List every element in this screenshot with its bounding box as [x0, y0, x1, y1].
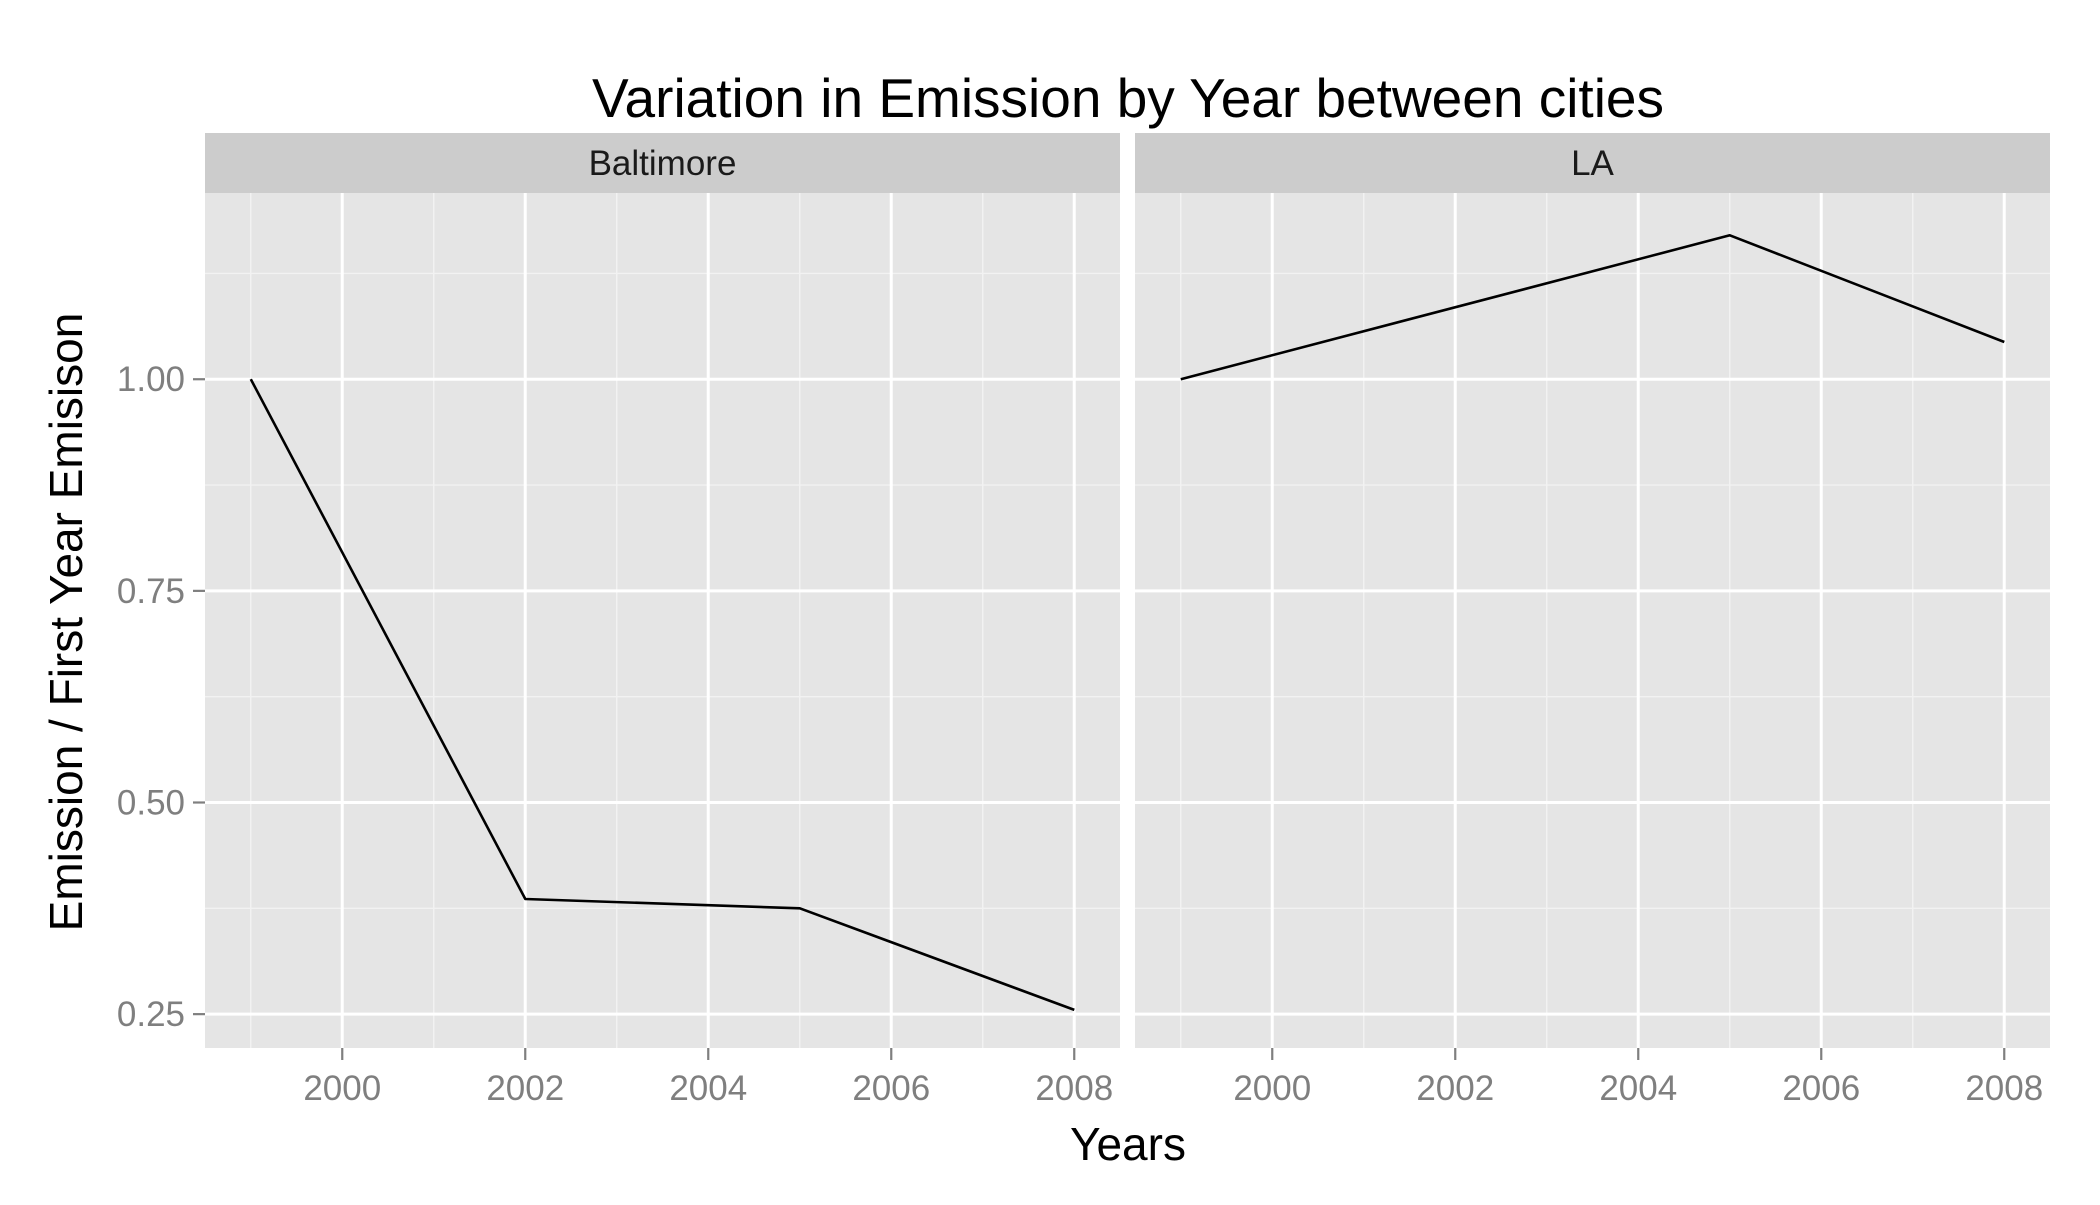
facet-panels: Baltimore 2000 2002 2004 2006 2008 LA 2000 2002 2… [205, 133, 2050, 1108]
chart-title: Variation in Emission by Year between ci… [592, 67, 1664, 129]
x-tick-label: 2004 [1599, 1069, 1677, 1108]
facet-panel-baltimore: Baltimore 2000 2002 2004 2006 2008 [205, 133, 1120, 1108]
x-tick-label: 2008 [1965, 1069, 2043, 1108]
facet-strip-label: LA [1571, 144, 1614, 183]
y-axis-title: Emission / First Year Emisison [40, 313, 92, 932]
y-axis: 0.25 0.50 0.75 1.00 [117, 360, 205, 1034]
plot-panel-background [205, 193, 1120, 1048]
plot-panel-background [1135, 193, 2050, 1048]
x-tick-label: 2006 [852, 1069, 930, 1108]
x-tick-label: 2008 [1035, 1069, 1113, 1108]
x-tick-label: 2000 [303, 1069, 381, 1108]
facet-strip-label: Baltimore [589, 144, 737, 183]
series-line-la [1180, 234, 2005, 381]
x-tick-label: 2006 [1782, 1069, 1860, 1108]
x-tick-label: 2004 [669, 1069, 747, 1108]
x-axis-title: Years [1070, 1118, 1186, 1170]
y-tick-label: 0.25 [117, 995, 185, 1034]
x-tick-label: 2002 [1416, 1069, 1494, 1108]
y-tick-label: 1.00 [117, 360, 185, 399]
y-tick-label: 0.75 [117, 572, 185, 611]
facet-strip [205, 133, 1120, 193]
facet-panel-la: LA 2000 2002 2004 2006 2008 [1135, 133, 2050, 1108]
y-tick-label: 0.50 [117, 784, 185, 823]
x-tick-label: 2002 [486, 1069, 564, 1108]
x-tick-label: 2000 [1233, 1069, 1311, 1108]
series-line-baltimore [249, 378, 1075, 1012]
facet-strip [1135, 133, 2050, 193]
